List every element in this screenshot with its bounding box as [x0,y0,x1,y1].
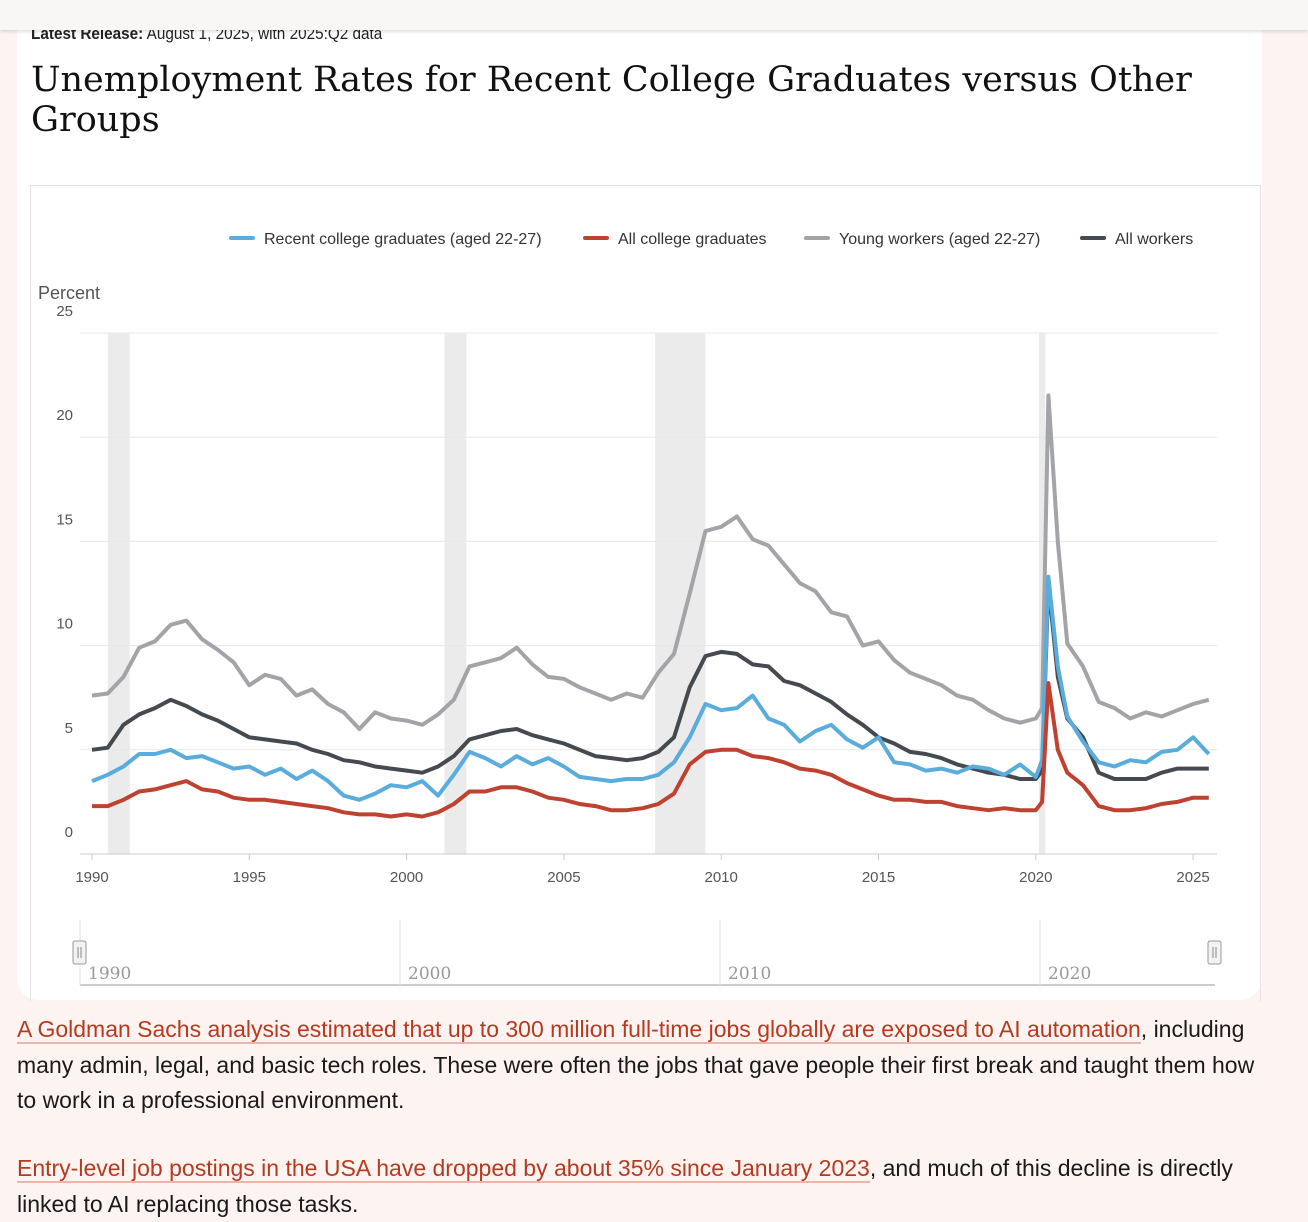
x-tick-label: 1990 [75,869,108,886]
navigator-left-handle[interactable] [72,940,87,965]
x-tick-label: 2020 [1019,869,1052,886]
y-tick-label: 25 [56,303,73,320]
navigator-tick-label: 2010 [728,964,771,984]
legend-swatch [229,236,255,240]
recession-band [655,333,706,854]
x-tick-label: 2025 [1176,869,1209,886]
y-tick-label: 5 [65,720,73,737]
page-title: Unemployment Rates for Recent College Gr… [31,60,1192,140]
x-tick-label: 2010 [705,869,738,886]
legend-item[interactable]: Young workers (aged 22-27) [839,231,1040,248]
legend-item[interactable]: All workers [1115,231,1193,248]
navigator-right-handle[interactable] [1207,940,1222,965]
legend-swatch [583,236,609,240]
goldman-sachs-link[interactable]: A Goldman Sachs analysis estimated that … [17,1016,1141,1044]
legend-item[interactable]: All college graduates [618,231,767,248]
legend-item[interactable]: Recent college graduates (aged 22-27) [264,231,542,248]
legend-swatch [1080,236,1106,240]
series-line-all-workers [91,581,1209,781]
recession-band [107,333,130,854]
paragraph-2: Entry-level job postings in the USA have… [17,1151,1277,1222]
series-line-young-workers-aged-22-27- [91,393,1210,731]
navigator-tick-label: 2000 [408,964,451,984]
recession-band [1038,333,1046,854]
navigator-tick-label: 1990 [88,964,131,984]
y-tick-label: 15 [56,511,73,528]
x-tick-label: 2015 [862,869,895,886]
chart-frame [30,185,1261,1001]
series-line-recent-college-graduates-aged-22-27- [91,574,1211,802]
series-line-all-college-graduates [92,681,1209,819]
y-tick-label: 0 [65,824,73,841]
x-tick-label: 1995 [233,869,266,886]
legend-swatch [804,236,830,240]
y-tick-label: 10 [56,616,73,633]
x-tick-label: 2005 [547,869,580,886]
y-tick-label: 20 [56,407,73,424]
x-tick-label: 2000 [390,869,423,886]
top-bar [0,0,1308,30]
y-axis-label: Percent [38,283,100,303]
paragraph-1: A Goldman Sachs analysis estimated that … [17,1012,1277,1119]
recession-band [444,333,467,854]
navigator-tick-label: 2020 [1048,964,1091,984]
paragraph-1-text: , including many admin, legal, and basic… [17,1016,1255,1113]
entry-level-postings-link[interactable]: Entry-level job postings in the USA have… [17,1155,870,1183]
